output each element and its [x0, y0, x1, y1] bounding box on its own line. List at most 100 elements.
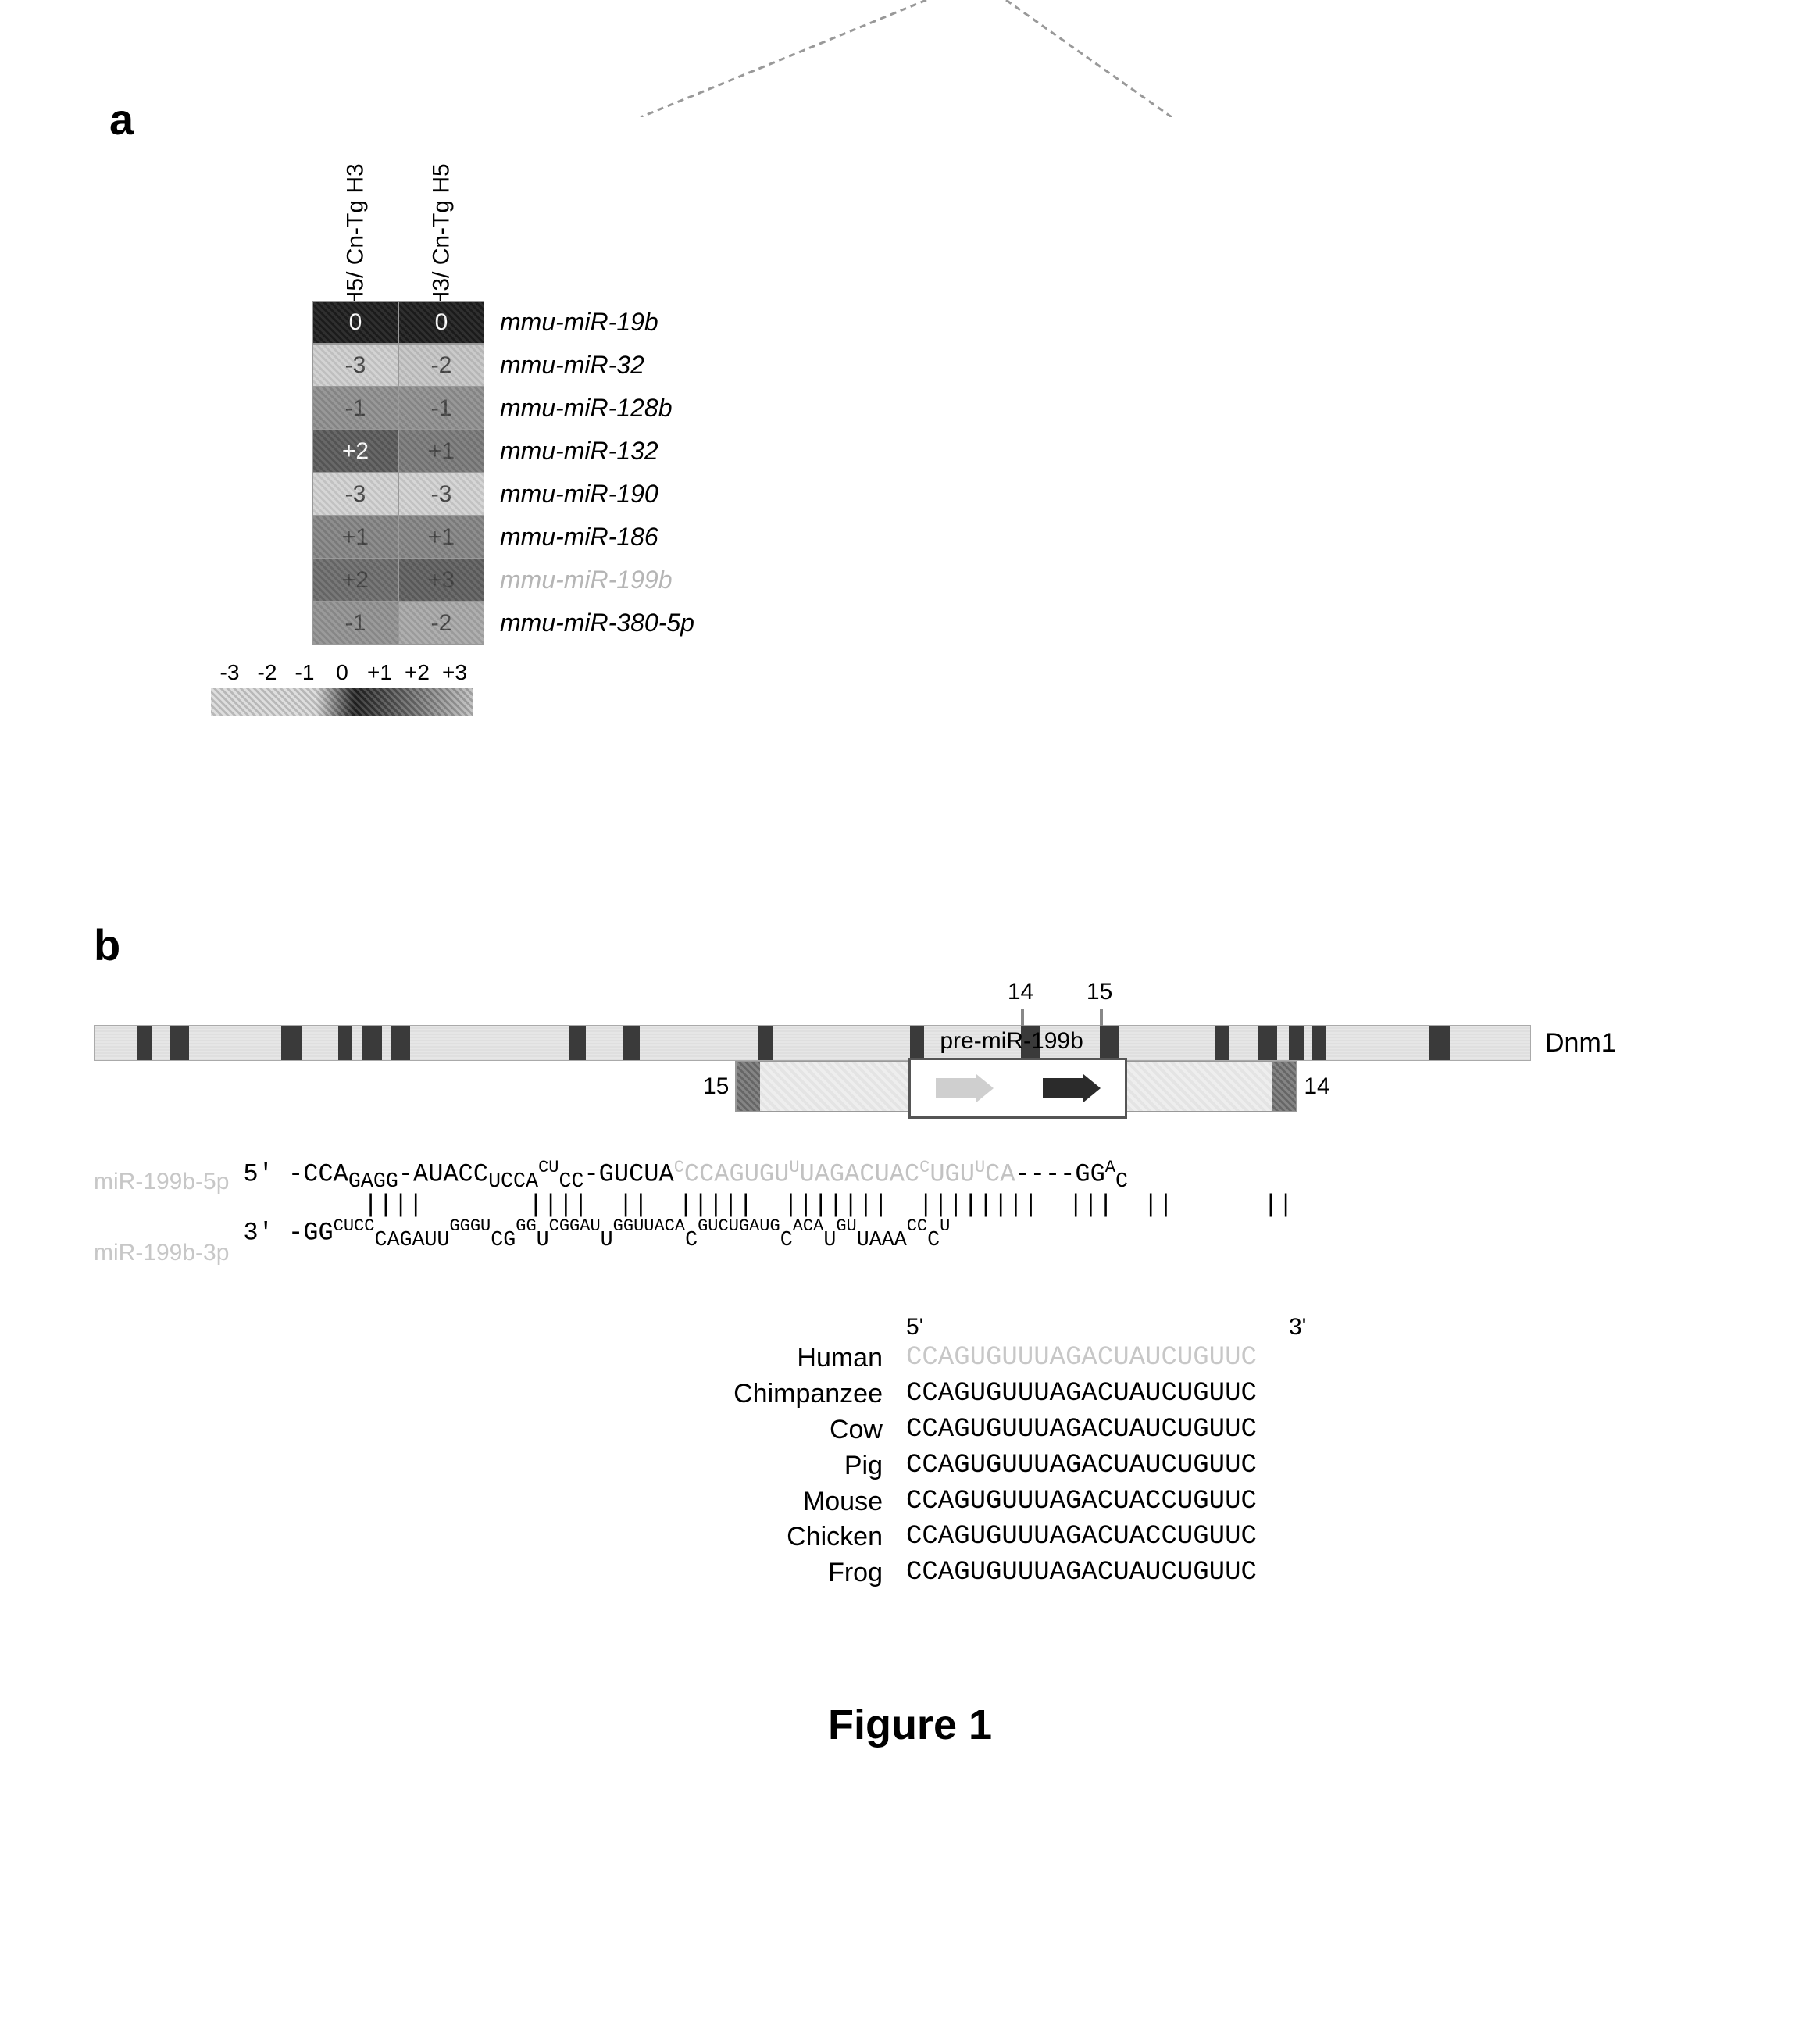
heatmap-cell: +1	[398, 516, 484, 559]
heatmap-cell: -1	[312, 602, 398, 645]
sequence: CCAGUGUUUAGACUACCUGUUC	[906, 1519, 1257, 1555]
heatmap: WT H5/ Cn-Tg H3 WT H3/ Cn-Tg H5 00mmu-mi…	[211, 168, 1726, 645]
species-label: Chimpanzee	[703, 1377, 906, 1412]
table-row: 00mmu-miR-19b	[312, 301, 694, 344]
hairpin-structure: miR-199b-5pmiR-199b-3p 5' -CCAGAGG-AUACC…	[94, 1159, 1726, 1275]
table-row: -1-2mmu-miR-380-5p	[312, 602, 694, 645]
exon-block	[338, 1026, 352, 1060]
species-label: Chicken	[703, 1519, 906, 1555]
heatmap-cell: -2	[398, 602, 484, 645]
heatmap-cell: -3	[312, 344, 398, 387]
heatmap-cell: +1	[312, 516, 398, 559]
heatmap-cell: 0	[398, 301, 484, 344]
heatmap-cell: 0	[312, 301, 398, 344]
species-label: Pig	[703, 1448, 906, 1484]
heatmap-cell: -1	[312, 387, 398, 430]
alignment-row: MouseCCAGUGUUUAGACUACCUGUUC	[703, 1484, 1726, 1520]
table-row: +2+3mmu-miR-199b	[312, 559, 694, 602]
row-label: mmu-miR-132	[484, 437, 658, 466]
hairpin-sequence: 5' -CCAGAGG-AUACCUCCACUCC-GUCUACCCAGUGUU…	[243, 1159, 1293, 1275]
row-label: mmu-miR-380-5p	[484, 609, 694, 637]
color-scale: -3 -2 -1 0 +1 +2 +3	[211, 660, 1726, 716]
col-header-1: WT H5/ Cn-Tg H3	[312, 168, 398, 301]
sequence: CCAGUGUUUAGACUAUCUGUUC	[906, 1377, 1257, 1412]
row-label: mmu-miR-186	[484, 523, 658, 552]
alignment-row: ChickenCCAGUGUUUAGACUACCUGUUC	[703, 1519, 1726, 1555]
row-label: mmu-miR-19b	[484, 308, 658, 337]
align-5prime: 5'	[906, 1314, 1289, 1341]
heatmap-cell: -2	[398, 344, 484, 387]
scale-numbers: -3 -2 -1 0 +1 +2 +3	[211, 660, 1726, 685]
table-row: +2+1mmu-miR-132	[312, 430, 694, 473]
figure-caption: Figure 1	[94, 1701, 1726, 1749]
alignment-row: HumanCCAGUGUUUAGACUAUCUGUUC	[703, 1341, 1726, 1377]
exon-block	[1312, 1026, 1326, 1060]
heatmap-cell: -3	[312, 473, 398, 516]
zoom-lines	[0, 0, 1484, 117]
exon15-block	[737, 1062, 760, 1111]
alignment-rows: HumanCCAGUGUUUAGACUAUCUGUUCChimpanzeeCCA…	[703, 1341, 1726, 1591]
alignment-row: PigCCAGUGUUUAGACUAUCUGUUC	[703, 1448, 1726, 1484]
species-label: Mouse	[703, 1484, 906, 1520]
tick-15-label: 15	[1087, 979, 1112, 1005]
sequence: CCAGUGUUUAGACUAUCUGUUC	[906, 1341, 1257, 1377]
exon-block	[137, 1026, 152, 1060]
arrow-5p-icon	[936, 1074, 994, 1102]
panel-b-label: b	[94, 920, 1726, 970]
species-label: Human	[703, 1341, 906, 1377]
exon-block	[1289, 1026, 1303, 1060]
exon-block	[910, 1026, 924, 1060]
table-row: -3-2mmu-miR-32	[312, 344, 694, 387]
exon-block	[758, 1026, 772, 1060]
row-label: mmu-miR-128b	[484, 394, 672, 423]
heatmap-cell: -3	[398, 473, 484, 516]
tick-15	[1100, 1009, 1103, 1026]
heatmap-cell: +3	[398, 559, 484, 602]
exon15-label: 15	[703, 1073, 729, 1100]
sequence: CCAGUGUUUAGACUAUCUGUUC	[906, 1448, 1257, 1484]
row-label: mmu-miR-199b	[484, 566, 672, 595]
gene-track-wrap: 14 15 Dnm1	[94, 1025, 1726, 1061]
heatmap-col-headers: WT H5/ Cn-Tg H3 WT H3/ Cn-Tg H5	[312, 168, 484, 301]
sequence: CCAGUGUUUAGACUAUCUGUUC	[906, 1555, 1257, 1591]
arrow-3p-icon	[1043, 1074, 1101, 1102]
heatmap-cell: -1	[398, 387, 484, 430]
scale-gradient	[211, 688, 473, 716]
exon-block	[170, 1026, 190, 1060]
exon14-label: 14	[1304, 1073, 1329, 1100]
row-label: mmu-miR-190	[484, 480, 658, 509]
tick-14-label: 14	[1008, 979, 1033, 1005]
alignment-block: 5' 3' HumanCCAGUGUUUAGACUAUCUGUUCChimpan…	[703, 1314, 1726, 1591]
table-row: +1+1mmu-miR-186	[312, 516, 694, 559]
exon-block	[569, 1026, 586, 1060]
species-label: Cow	[703, 1412, 906, 1448]
panel-a: a WT H5/ Cn-Tg H3 WT H3/ Cn-Tg H5 00mmu-…	[109, 94, 1726, 716]
species-label: Frog	[703, 1555, 906, 1591]
alignment-header: 5' 3'	[703, 1314, 1726, 1341]
heatmap-cell: +2	[312, 430, 398, 473]
row-label: mmu-miR-32	[484, 351, 644, 380]
exon-block	[623, 1026, 640, 1060]
pre-mir-box	[908, 1058, 1127, 1119]
exon14-block	[1272, 1062, 1296, 1111]
sequence: CCAGUGUUUAGACUAUCUGUUC	[906, 1412, 1257, 1448]
heatmap-cell: +2	[312, 559, 398, 602]
heatmap-cell: +1	[398, 430, 484, 473]
hairpin-labels: miR-199b-5pmiR-199b-3p	[94, 1159, 243, 1275]
gene-track: 14 15	[94, 1025, 1531, 1061]
col-header-2: WT H3/ Cn-Tg H5	[398, 168, 484, 301]
intron-zoom: 15 pre-miR-199b 14	[703, 1061, 1726, 1112]
heatmap-rows: 00mmu-miR-19b-3-2mmu-miR-32-1-1mmu-miR-1…	[211, 301, 694, 645]
alignment-row: FrogCCAGUGUUUAGACUAUCUGUUC	[703, 1555, 1726, 1591]
intron-rect: pre-miR-199b	[735, 1061, 1297, 1112]
align-3prime: 3'	[1289, 1314, 1306, 1341]
tick-14	[1021, 1009, 1024, 1026]
exon-block	[362, 1026, 382, 1060]
sequence: CCAGUGUUUAGACUACCUGUUC	[906, 1484, 1257, 1520]
exon-block	[1100, 1026, 1120, 1060]
exon-block	[1258, 1026, 1278, 1060]
pre-mir-label: pre-miR-199b	[940, 1028, 1083, 1055]
gene-name: Dnm1	[1545, 1028, 1616, 1059]
table-row: -3-3mmu-miR-190	[312, 473, 694, 516]
exon-block	[1215, 1026, 1229, 1060]
